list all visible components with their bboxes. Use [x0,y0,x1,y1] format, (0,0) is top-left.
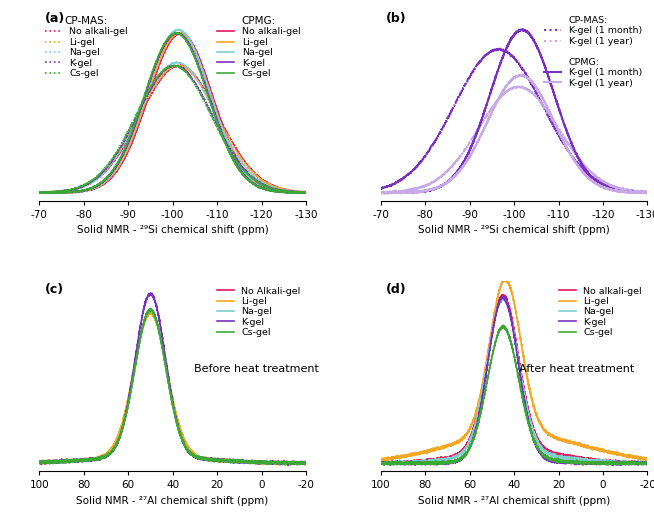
Legend: No Alkali-gel, Li-gel, Na-gel, K-gel, Cs-gel: No Alkali-gel, Li-gel, Na-gel, K-gel, Cs… [216,285,301,338]
X-axis label: Solid NMR - ²⁹Si chemical shift (ppm): Solid NMR - ²⁹Si chemical shift (ppm) [77,225,269,236]
X-axis label: Solid NMR - ²⁹Si chemical shift (ppm): Solid NMR - ²⁹Si chemical shift (ppm) [418,225,610,236]
Text: (d): (d) [386,283,407,296]
Legend: CP-MAS:, K-gel (1 month), K-gel (1 year),  , CPMG:, K-gel (1 month), K-gel (1 ye: CP-MAS:, K-gel (1 month), K-gel (1 year)… [543,15,643,89]
Text: (a): (a) [44,12,65,25]
X-axis label: Solid NMR - ²⁷Al chemical shift (ppm): Solid NMR - ²⁷Al chemical shift (ppm) [418,496,610,506]
Text: (b): (b) [386,12,407,25]
X-axis label: Solid NMR - ²⁷Al chemical shift (ppm): Solid NMR - ²⁷Al chemical shift (ppm) [77,496,269,506]
Legend: No alkali-gel, Li-gel, Na-gel, K-gel, Cs-gel: No alkali-gel, Li-gel, Na-gel, K-gel, Cs… [216,15,301,79]
Legend: No alkali-gel, Li-gel, Na-gel, K-gel, Cs-gel: No alkali-gel, Li-gel, Na-gel, K-gel, Cs… [558,285,643,338]
Text: Before heat treatment: Before heat treatment [194,364,319,373]
Text: After heat treatment: After heat treatment [519,364,634,373]
Text: (c): (c) [44,283,63,296]
